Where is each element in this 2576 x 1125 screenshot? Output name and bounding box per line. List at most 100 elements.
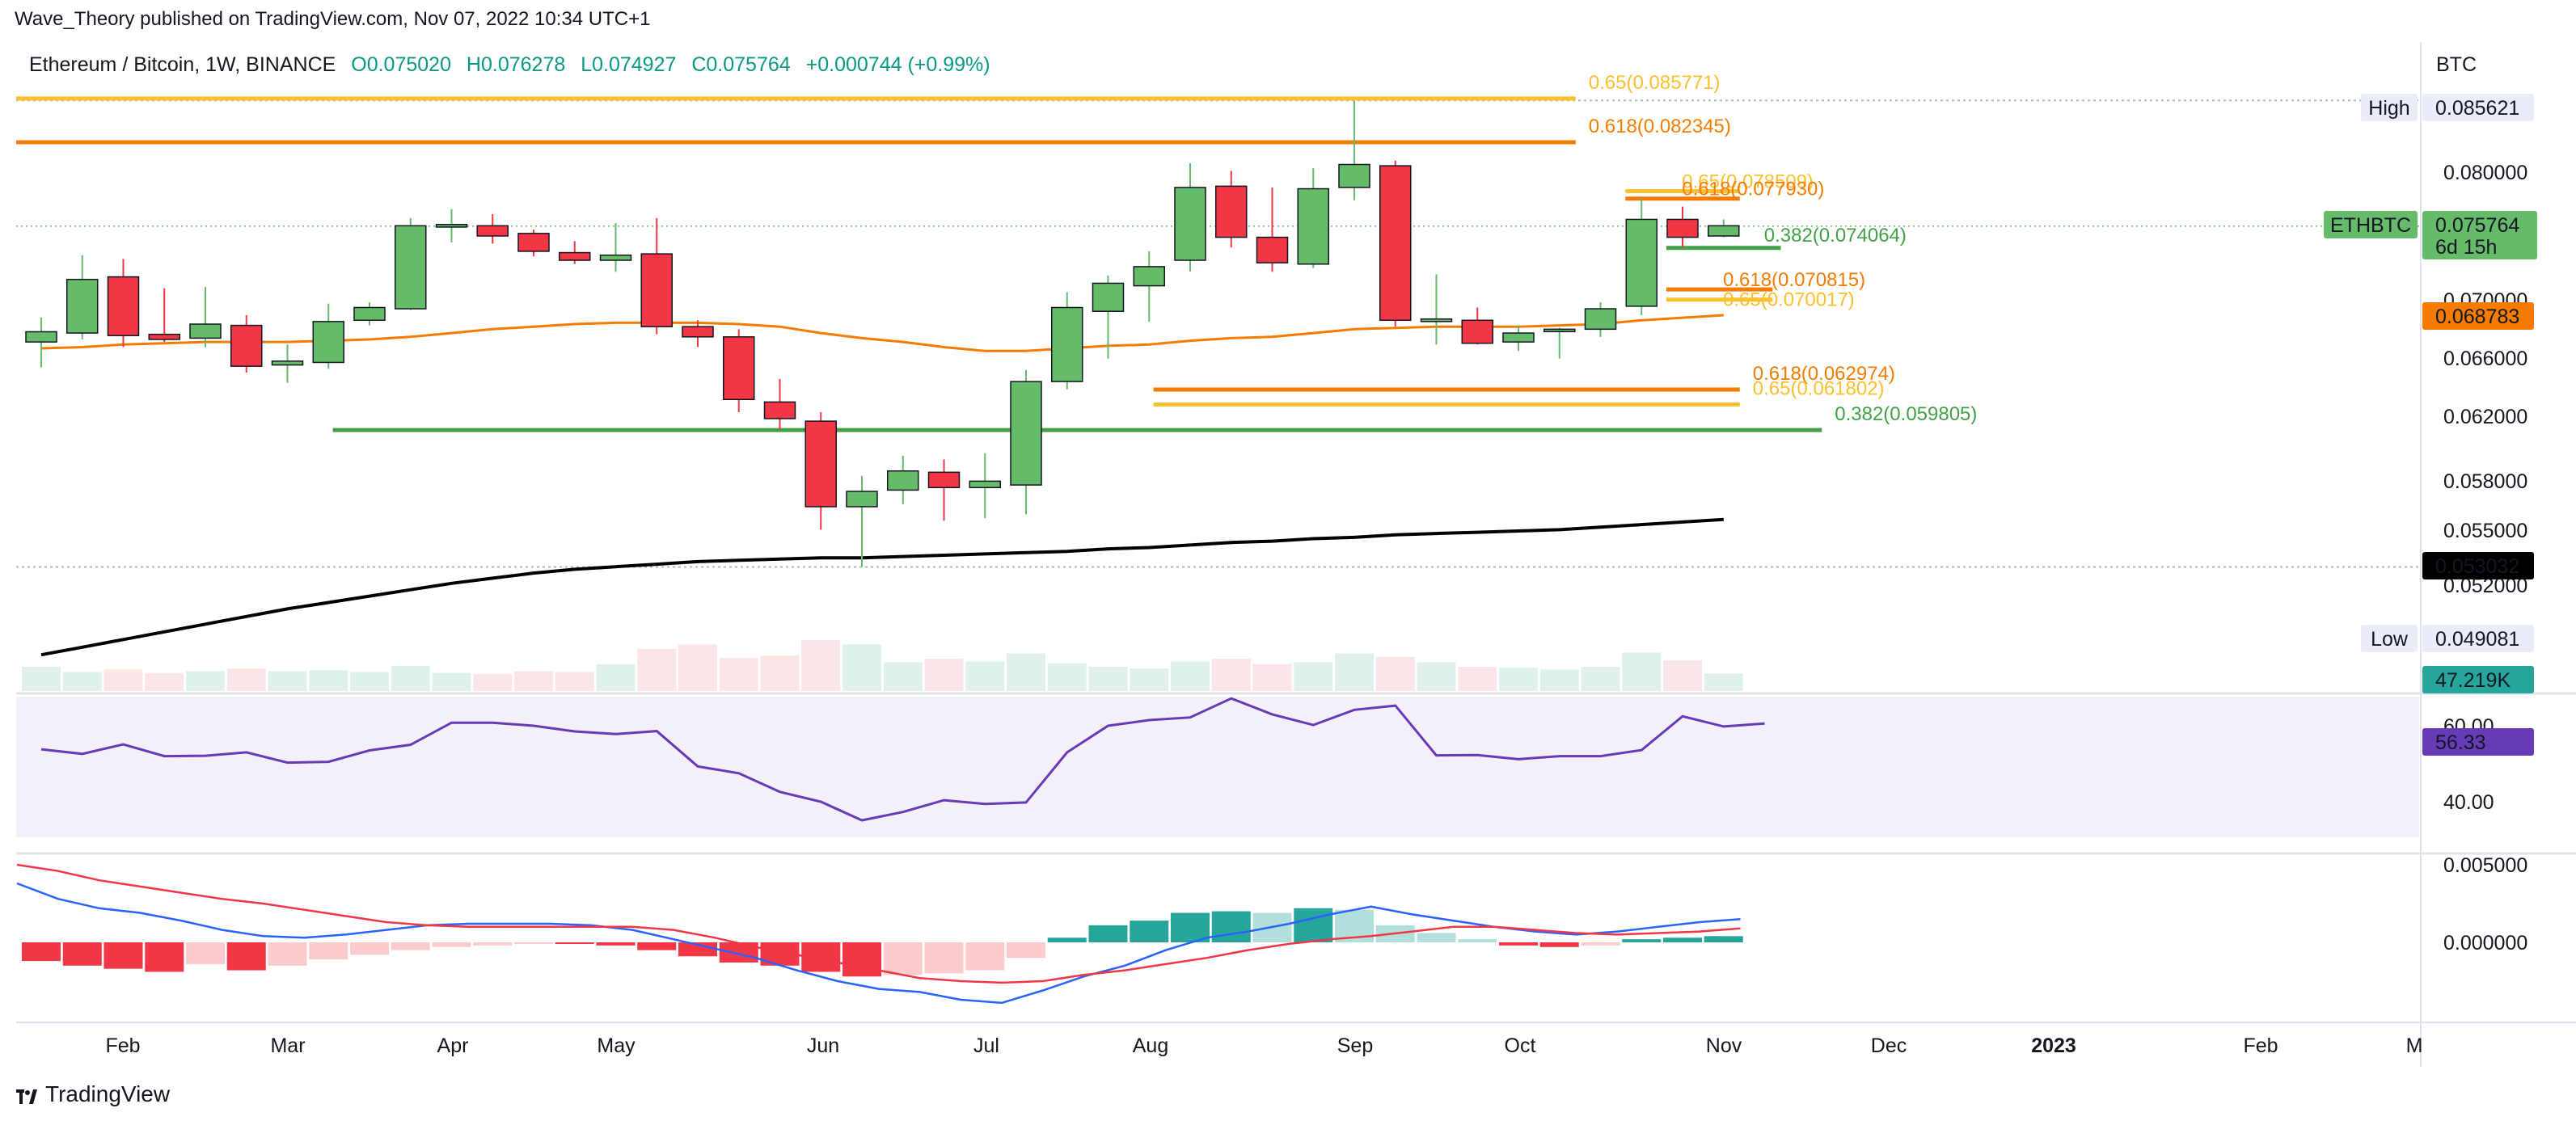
macd-histogram-bar <box>637 942 677 950</box>
macd-histogram-bar <box>1663 938 1702 942</box>
macd-histogram-bar <box>1047 938 1087 942</box>
price-axis-tick: 0.055000 <box>2443 520 2527 542</box>
candle-body <box>1502 332 1535 343</box>
volume-bar <box>596 664 636 691</box>
volume-bar <box>309 670 348 691</box>
price-tag-value: 0.085621 <box>2435 97 2519 120</box>
volume-bar <box>637 649 677 691</box>
macd-histogram-bar <box>1130 921 1169 942</box>
candle-body <box>846 491 878 508</box>
volume-bar <box>1294 662 1333 691</box>
macd-histogram-bar <box>226 942 266 971</box>
macd-signal-line <box>16 863 1741 984</box>
candle-body <box>1256 236 1289 263</box>
time-axis-tick: Jul <box>973 1034 999 1057</box>
candle-body <box>927 471 961 489</box>
time-axis-tick: Jun <box>807 1034 839 1057</box>
candle-body <box>1420 318 1453 322</box>
footer-brand[interactable]: TradingView <box>16 1081 170 1107</box>
change-value: +0.000744 (+0.99%) <box>805 53 990 76</box>
volume-bar <box>1007 653 1045 691</box>
macd-histogram-bar <box>391 942 430 950</box>
macd-histogram-bar <box>1088 925 1128 942</box>
price-axis-tick: 0.058000 <box>2443 470 2527 493</box>
last-price-countdown: 6d 15h <box>2435 236 2497 259</box>
volume-bar <box>1539 669 1579 691</box>
candle-body <box>1338 163 1370 188</box>
low-value: L0.074927 <box>581 53 677 76</box>
symbol-label[interactable]: Ethereum / Bitcoin, 1W, BINANCE <box>29 53 336 76</box>
price-tag-value-bg <box>2422 302 2534 330</box>
price-axis-unit: BTC <box>2436 53 2477 76</box>
price-tag-value: 0.053032 <box>2435 555 2519 578</box>
rsi-layer <box>40 697 1765 822</box>
price-tag-label: High <box>2368 97 2409 120</box>
price-axis-tick: 0.080000 <box>2443 162 2527 184</box>
candle-body <box>1092 282 1125 312</box>
candle-body <box>723 336 755 400</box>
volume-bar <box>514 671 553 691</box>
moving-average-layer <box>40 314 1724 657</box>
price-tag-value: 47.219K <box>2435 669 2511 692</box>
time-axis-tick: Feb <box>105 1034 140 1057</box>
macd-histogram-bar <box>1417 933 1456 942</box>
macd-axis-tick: 0.005000 <box>2443 854 2527 877</box>
volume-bar <box>62 672 102 691</box>
price-tag-value: 56.33 <box>2435 731 2486 754</box>
volume-bar <box>1047 663 1087 691</box>
volume-bar <box>268 671 307 691</box>
macd-histogram-bar <box>350 942 389 955</box>
macd-histogram-bar <box>924 942 964 974</box>
candle-body <box>559 251 591 261</box>
macd-layer <box>16 863 1743 1005</box>
sma200-line <box>40 517 1724 657</box>
candle-body <box>1543 328 1576 333</box>
time-axis-tick: May <box>597 1034 636 1057</box>
publisher-header: Wave_Theory published on TradingView.com… <box>15 8 651 30</box>
macd-histogram-bar <box>1622 939 1662 942</box>
time-axis-tick: M <box>2406 1034 2423 1057</box>
candle-body <box>1010 381 1042 486</box>
macd-histogram-bar <box>1458 939 1497 942</box>
axis-layer: 0.0800000.0700000.0660000.0620000.058000… <box>105 162 2527 1057</box>
volume-bar <box>1335 653 1374 691</box>
price-axis-tick: 0.062000 <box>2443 406 2527 428</box>
footer-brand-label: TradingView <box>45 1081 171 1106</box>
candle-body <box>395 225 427 310</box>
volume-bar <box>1252 664 1292 691</box>
macd-histogram-bar <box>965 942 1005 971</box>
candle-body <box>312 321 344 364</box>
price-tag-value-bg <box>2422 552 2534 579</box>
volume-bar <box>391 665 430 691</box>
candle-body <box>887 470 919 491</box>
candle-body <box>1461 319 1493 344</box>
candle-body <box>640 253 673 327</box>
volume-bar <box>145 672 184 691</box>
price-tag-value: 0.068783 <box>2435 305 2519 328</box>
fib-layer: 0.65(0.085771) 0.618(0.082345) 0.65(0.0785… <box>16 72 2421 568</box>
volume-bar <box>1417 662 1456 691</box>
candle-body <box>230 324 263 367</box>
volume-bar <box>1088 667 1128 691</box>
macd-histogram-bar <box>1171 912 1210 942</box>
candle-body <box>107 276 140 336</box>
macd-axis-tick: 0.000000 <box>2443 932 2527 954</box>
last-price-tag-value: 0.075764 <box>2435 214 2519 237</box>
fib-level-label: 0.618(0.082345) <box>1589 116 1731 137</box>
volume-bar <box>1499 668 1538 691</box>
macd-histogram-bar <box>883 942 923 975</box>
fib-level-label: 0.382(0.059805) <box>1835 403 1977 425</box>
volume-bar <box>186 671 225 691</box>
macd-histogram-bar <box>842 942 881 977</box>
candle-body <box>66 278 99 334</box>
candles-layer <box>25 100 1740 567</box>
macd-histogram-bar <box>62 942 102 966</box>
volume-bar <box>103 669 143 691</box>
volume-bar <box>678 644 717 691</box>
volume-bar <box>555 672 594 691</box>
time-axis-tick: Apr <box>437 1034 469 1057</box>
volume-bar <box>760 655 800 691</box>
volume-bar <box>226 668 266 691</box>
candle-body <box>476 225 509 237</box>
